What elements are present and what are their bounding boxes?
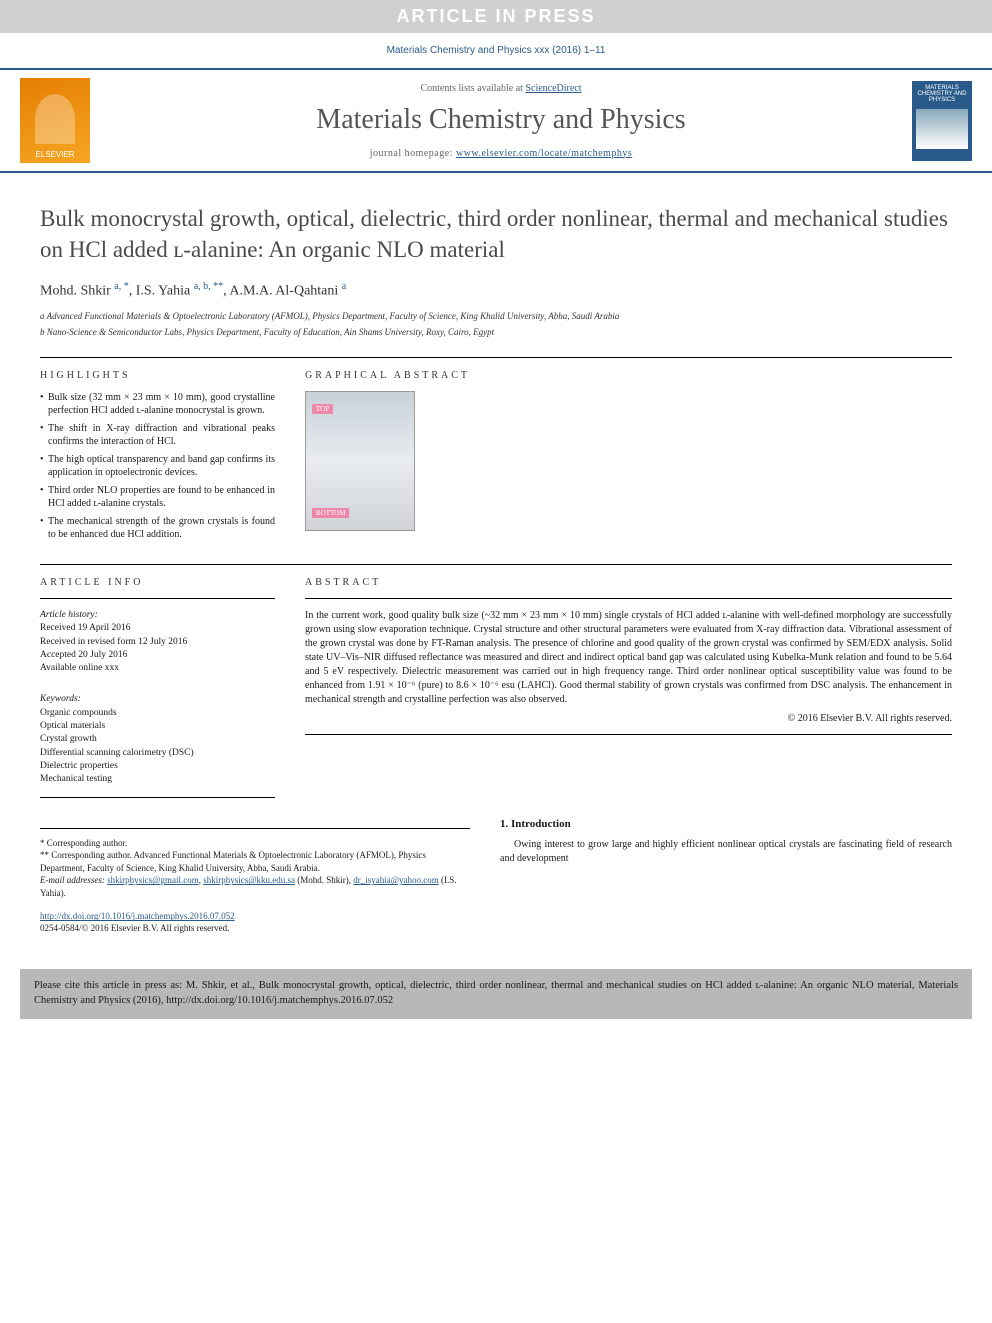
online-date: Available online xxx bbox=[40, 662, 275, 675]
issn-line: 0254-0584/© 2016 Elsevier B.V. All right… bbox=[40, 923, 470, 933]
history-label: Article history: bbox=[40, 609, 275, 622]
sciencedirect-link[interactable]: ScienceDirect bbox=[525, 83, 581, 94]
intro-heading: 1. Introduction bbox=[500, 818, 952, 830]
divider bbox=[40, 797, 275, 798]
divider bbox=[40, 598, 275, 599]
affiliation-a: a Advanced Functional Materials & Optoel… bbox=[40, 310, 952, 323]
abstract-label: ABSTRACT bbox=[305, 577, 952, 588]
article-title: Bulk monocrystal growth, optical, dielec… bbox=[40, 203, 952, 265]
journal-cover-thumbnail: MATERIALS CHEMISTRY AND PHYSICS bbox=[912, 81, 972, 161]
author-aff: a bbox=[342, 281, 346, 292]
revised-date: Received in revised form 12 July 2016 bbox=[40, 636, 275, 649]
elsevier-label: ELSEVIER bbox=[35, 150, 74, 159]
journal-header: ELSEVIER Contents lists available at Sci… bbox=[0, 68, 992, 173]
authors-line: Mohd. Shkir a, *, I.S. Yahia a, b, **, A… bbox=[40, 281, 952, 300]
divider bbox=[305, 598, 952, 599]
homepage-link[interactable]: www.elsevier.com/locate/matchemphys bbox=[456, 148, 632, 159]
author-aff: a, * bbox=[114, 281, 128, 292]
homepage-prefix: journal homepage: bbox=[370, 148, 456, 159]
cover-graphic bbox=[916, 109, 968, 149]
top-citation: Materials Chemistry and Physics xxx (201… bbox=[0, 33, 992, 68]
introduction-section: 1. Introduction Owing interest to grow l… bbox=[500, 818, 952, 866]
email-line: E-mail addresses: shkirphysics@gmail.com… bbox=[40, 874, 470, 899]
contents-prefix: Contents lists available at bbox=[420, 83, 525, 94]
highlight-item: The shift in X-ray diffraction and vibra… bbox=[40, 422, 275, 449]
keyword: Crystal growth bbox=[40, 733, 275, 746]
graphical-abstract-label: GRAPHICAL ABSTRACT bbox=[305, 370, 952, 381]
footnote-star2: ** Corresponding author. Advanced Functi… bbox=[40, 849, 470, 874]
keyword: Mechanical testing bbox=[40, 773, 275, 786]
copyright-line: © 2016 Elsevier B.V. All rights reserved… bbox=[305, 713, 952, 724]
accepted-date: Accepted 20 July 2016 bbox=[40, 649, 275, 662]
keywords-block: Keywords: Organic compounds Optical mate… bbox=[40, 693, 275, 786]
abstract-text: In the current work, good quality bulk s… bbox=[305, 609, 952, 707]
ga-bottom-label: BOTTOM bbox=[312, 508, 349, 518]
doi-link[interactable]: http://dx.doi.org/10.1016/j.matchemphys.… bbox=[40, 911, 235, 921]
keyword: Differential scanning calorimetry (DSC) bbox=[40, 747, 275, 760]
author-aff: a, b, ** bbox=[194, 281, 223, 292]
highlight-item: The high optical transparency and band g… bbox=[40, 453, 275, 480]
divider bbox=[40, 357, 952, 358]
article-info-block: Article history: Received 19 April 2016 … bbox=[40, 609, 275, 675]
corresponding-author-footnotes: * Corresponding author. ** Corresponding… bbox=[40, 828, 470, 900]
journal-header-center: Contents lists available at ScienceDirec… bbox=[90, 83, 912, 159]
highlights-label: HIGHLIGHTS bbox=[40, 370, 275, 381]
email-link[interactable]: shkirphysics@kku.edu.sa bbox=[203, 875, 295, 885]
article-in-press-banner: ARTICLE IN PRESS bbox=[0, 0, 992, 33]
divider bbox=[305, 734, 952, 735]
highlight-item: Bulk size (32 mm × 23 mm × 10 mm), good … bbox=[40, 391, 275, 418]
divider bbox=[40, 564, 952, 565]
highlight-item: The mechanical strength of the grown cry… bbox=[40, 515, 275, 542]
article-info-label: ARTICLE INFO bbox=[40, 577, 275, 588]
keyword: Organic compounds bbox=[40, 707, 275, 720]
email-who: (Mohd. Shkir), bbox=[297, 875, 351, 885]
ga-top-label: TOP bbox=[312, 404, 333, 414]
email-link[interactable]: shkirphysics@gmail.com bbox=[107, 875, 199, 885]
email-label: E-mail addresses: bbox=[40, 875, 105, 885]
contents-list-line: Contents lists available at ScienceDirec… bbox=[90, 83, 912, 94]
doi-line: http://dx.doi.org/10.1016/j.matchemphys.… bbox=[40, 911, 470, 921]
elsevier-tree-icon bbox=[35, 94, 75, 144]
affiliation-b: b Nano-Science & Semiconductor Labs, Phy… bbox=[40, 326, 952, 339]
keywords-label: Keywords: bbox=[40, 693, 275, 706]
received-date: Received 19 April 2016 bbox=[40, 622, 275, 635]
highlights-list: Bulk size (32 mm × 23 mm × 10 mm), good … bbox=[40, 391, 275, 542]
journal-name: Materials Chemistry and Physics bbox=[90, 104, 912, 136]
elsevier-logo: ELSEVIER bbox=[20, 78, 90, 163]
graphical-abstract-image: TOP BOTTOM bbox=[305, 391, 415, 531]
intro-text: Owing interest to grow large and highly … bbox=[500, 838, 952, 866]
cover-title: MATERIALS CHEMISTRY AND PHYSICS bbox=[916, 85, 968, 103]
homepage-line: journal homepage: www.elsevier.com/locat… bbox=[90, 148, 912, 159]
cite-this-article-box: Please cite this article in press as: M.… bbox=[20, 969, 972, 1018]
footnote-star1: * Corresponding author. bbox=[40, 837, 470, 850]
keyword: Dielectric properties bbox=[40, 760, 275, 773]
email-link[interactable]: dr_isyahia@yahoo.com bbox=[353, 875, 439, 885]
highlight-item: Third order NLO properties are found to … bbox=[40, 484, 275, 511]
keyword: Optical materials bbox=[40, 720, 275, 733]
